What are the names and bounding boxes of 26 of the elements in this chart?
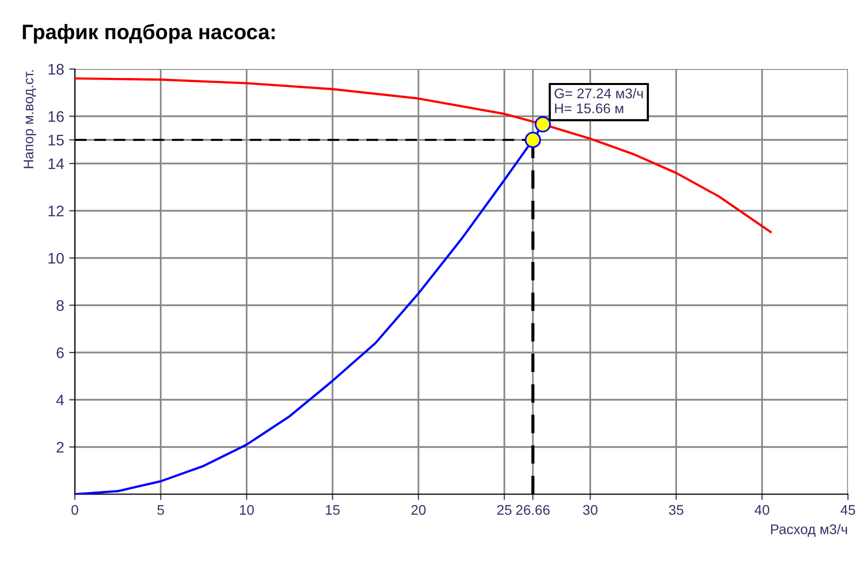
- y-tick-label: 14: [48, 158, 64, 170]
- x-tick-label: 20: [411, 505, 426, 515]
- y-tick-label: 2: [56, 442, 64, 453]
- y-axis-title: Напор м.вод.ст.: [24, 70, 36, 168]
- line-series: [74, 77, 772, 234]
- x-tick-label: 35: [668, 505, 684, 515]
- y-tick-label: 12: [48, 206, 64, 216]
- y-tick-label: 18: [48, 64, 64, 75]
- x-tick-label: 0: [72, 505, 78, 515]
- x-tick-label: 45: [840, 505, 856, 515]
- y-tick-label: 8: [56, 300, 64, 311]
- annotation: G= 27.24 м3/ч H= 15.66 м: [554, 88, 643, 114]
- x-tick-label: 26.66: [516, 505, 550, 515]
- x-tick-label: 25: [497, 505, 512, 515]
- chart-title: График подбора насоса:: [22, 24, 275, 44]
- y-tick-label: 4: [56, 394, 64, 406]
- x-tick-label: 40: [754, 505, 770, 515]
- y-tick-label: 10: [48, 252, 64, 264]
- x-tick-label: 5: [157, 505, 164, 515]
- y-tick-label: 15: [48, 134, 64, 146]
- x-tick-label: 15: [326, 505, 340, 515]
- x-axis-title: Расход м3/ч: [771, 524, 847, 537]
- x-tick-label: 10: [240, 505, 254, 515]
- y-tick-label: 6: [56, 347, 64, 358]
- x-tick-label: 30: [583, 505, 598, 515]
- y-tick-label: 16: [48, 111, 64, 122]
